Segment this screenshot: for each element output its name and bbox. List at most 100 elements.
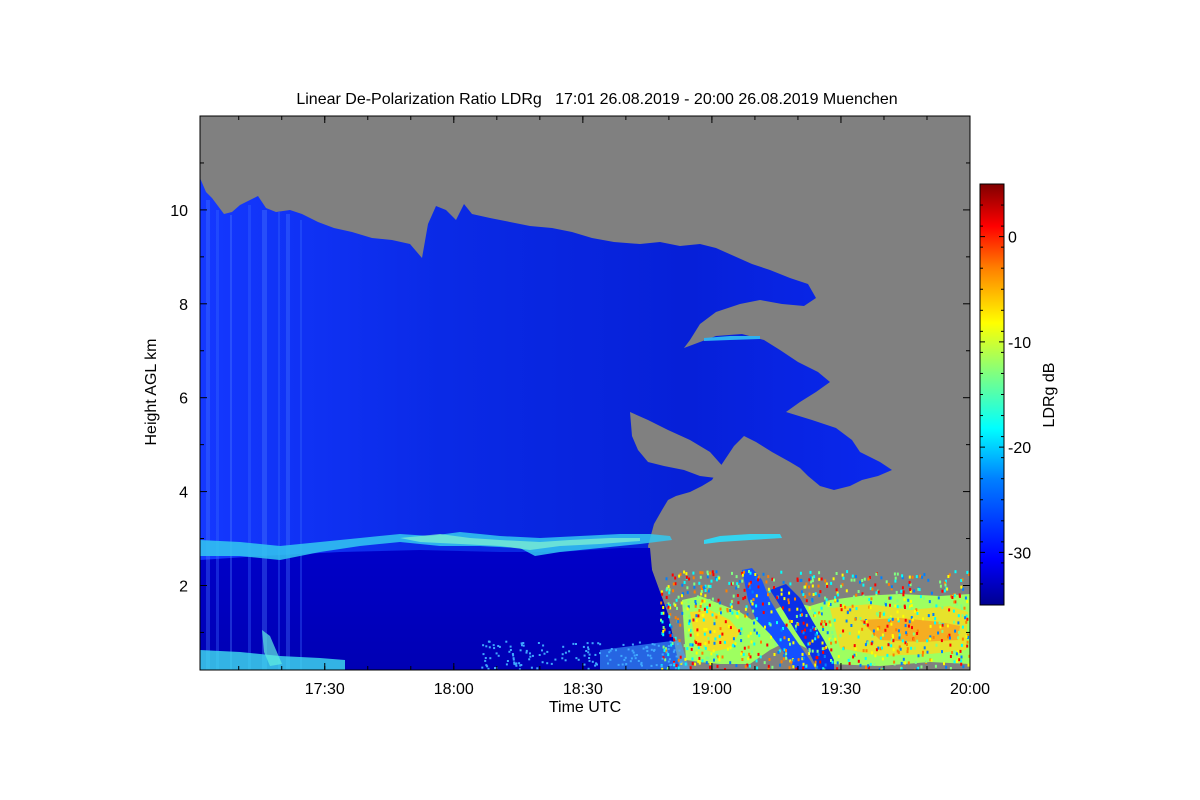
speckle-dot [667,605,670,609]
speckle-dot [951,651,954,654]
speckle-dot [661,657,664,660]
speckle-dot [881,646,883,650]
speckle-dot [506,660,509,662]
speckle-dot [672,582,675,586]
speckle-dot [599,652,601,655]
speckle-dot [779,638,782,642]
speckle-dot [905,633,908,636]
speckle-dot [700,585,703,589]
chart-title: Linear De-Polarization Ratio LDRg 17:01 … [296,91,897,108]
speckle-dot [751,602,754,606]
speckle-dot [587,667,590,670]
speckle-dot [816,665,819,669]
speckle-dot [518,668,521,670]
speckle-dot [889,603,891,607]
speckle-dot [670,663,673,666]
speckle-dot [903,597,906,601]
speckle-dot [650,664,653,667]
speckle-dot [814,660,817,664]
speckle-dot [736,611,739,615]
speckle-dot [878,667,881,670]
speckle-dot [744,595,747,599]
speckle-dot [649,654,652,657]
speckle-dot [773,586,775,590]
speckle-dot [782,606,784,610]
speckle-dot [849,608,852,612]
speckle-dot [764,625,766,629]
speckle-dot [928,600,931,604]
speckle-dot [782,654,785,658]
speckle-dot [733,644,736,648]
speckle-dot [867,666,870,670]
speckle-dot [726,608,729,611]
speckle-dot [811,639,814,643]
speckle-dot [919,574,922,578]
speckle-dot [897,629,900,633]
speckle-dot [773,653,776,656]
speckle-dot [667,660,670,663]
speckle-dot [678,574,681,578]
speckle-dot [889,596,892,600]
speckle-dot [669,640,672,643]
speckle-dot [668,588,671,592]
speckle-dot [700,592,703,596]
speckle-dot [686,647,689,651]
speckle-dot [821,647,824,651]
speckle-dot [738,579,741,583]
speckle-dot [698,581,701,585]
speckle-dot [667,645,670,647]
speckle-dot [661,667,664,670]
speckle-dot [485,664,488,667]
speckle-dot [768,658,771,661]
speckle-dot [688,628,691,632]
speckle-dot [957,636,960,640]
y-tick-label: 10 [170,203,188,220]
speckle-dot [657,644,660,647]
speckle-dot [968,573,970,576]
speckle-dot [554,658,557,661]
speckle-dot [941,623,944,627]
speckle-dot [697,659,700,663]
speckle-dot [706,570,709,574]
speckle-dot [575,643,577,645]
speckle-dot [669,623,671,627]
speckle-dot [874,583,877,587]
speckle-dot [515,664,518,667]
speckle-dot [699,605,702,608]
speckle-dot [564,651,567,654]
speckle-dot [575,657,578,660]
speckle-dot [842,647,845,651]
speckle-dot [807,642,810,646]
speckle-dot [806,623,809,627]
speckle-dot [585,650,588,652]
speckle-dot [587,651,590,654]
speckle-dot [746,663,749,667]
speckle-dot [795,667,798,670]
speckle-dot [705,628,708,632]
speckle-dot [916,632,919,635]
speckle-dot [683,581,686,584]
speckle-dot [744,665,747,669]
speckle-dot [848,631,851,635]
speckle-dot [724,620,727,624]
speckle-dot [965,620,968,624]
speckle-dot [771,577,774,581]
speckle-dot [744,614,747,618]
speckle-dot [729,603,732,607]
speckle-dot [892,635,894,639]
speckle-dot [829,603,832,606]
speckle-dot [847,658,850,662]
speckle-dot [691,662,694,666]
speckle-dot [631,649,634,652]
speckle-dot [937,631,940,635]
speckle-dot [855,607,858,611]
speckle-dot [904,624,907,628]
speckle-dot [915,575,918,579]
speckle-dot [949,655,952,658]
speckle-dot [920,665,923,669]
melting-layer-core [400,534,640,550]
speckle-dot [819,660,822,664]
speckle-dot [699,571,702,575]
low-level-region [200,548,680,670]
speckle-dot [513,661,516,664]
